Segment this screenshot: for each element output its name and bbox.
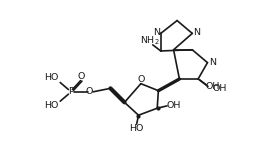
Text: N: N — [209, 58, 216, 67]
Text: HO: HO — [44, 73, 59, 82]
Text: O: O — [85, 87, 92, 96]
Text: O: O — [137, 75, 145, 84]
Text: HO: HO — [44, 101, 59, 110]
Text: OH: OH — [206, 82, 220, 91]
Text: HO: HO — [130, 124, 144, 133]
Text: OH: OH — [212, 84, 227, 93]
Text: N: N — [153, 28, 160, 37]
Text: P: P — [68, 87, 74, 96]
Text: NH: NH — [140, 36, 154, 45]
Text: O: O — [77, 72, 85, 81]
Text: N: N — [193, 28, 200, 37]
Text: OH: OH — [166, 101, 181, 110]
Text: 2: 2 — [154, 39, 159, 45]
